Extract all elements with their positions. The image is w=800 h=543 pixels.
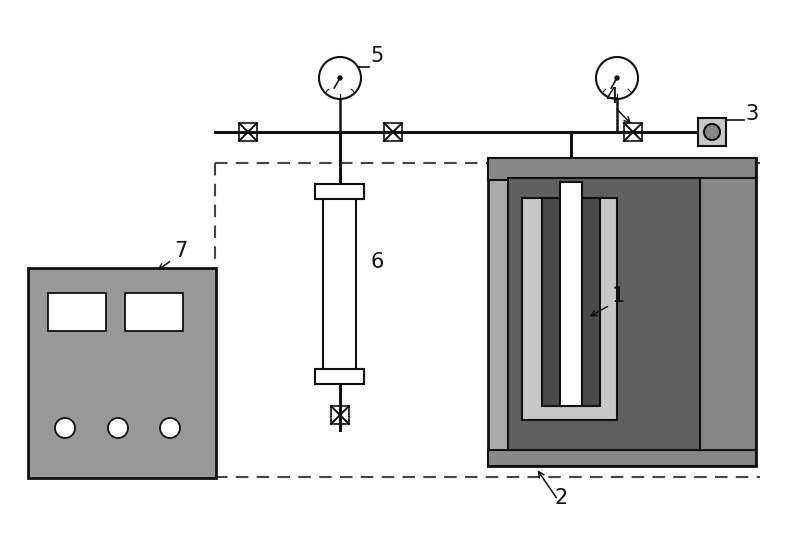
Bar (48, 293, 106, 331)
Text: 5: 5 (370, 46, 383, 66)
Bar (323, 198, 356, 370)
Text: 2: 2 (555, 488, 568, 508)
Circle shape (338, 76, 342, 80)
Bar (560, 182, 582, 406)
Bar (488, 450, 756, 466)
Bar (624, 123, 642, 141)
Circle shape (704, 124, 720, 140)
Text: 1: 1 (612, 286, 626, 306)
Bar (315, 369, 364, 384)
Bar (384, 123, 402, 141)
Text: 3: 3 (745, 104, 758, 124)
Text: 6: 6 (370, 252, 383, 272)
Circle shape (596, 57, 638, 99)
Bar (125, 293, 183, 331)
Bar (542, 198, 600, 406)
Bar (698, 118, 726, 146)
Bar (522, 198, 617, 420)
Bar (331, 406, 349, 424)
Bar (239, 123, 257, 141)
Bar (488, 158, 756, 180)
Bar (700, 178, 756, 450)
Circle shape (55, 418, 75, 438)
Circle shape (160, 418, 180, 438)
Bar (28, 268, 216, 478)
Bar (508, 178, 700, 450)
Bar (315, 184, 364, 199)
Text: 4: 4 (606, 87, 619, 107)
Circle shape (319, 57, 361, 99)
Bar (488, 158, 756, 466)
Circle shape (615, 76, 619, 80)
Circle shape (108, 418, 128, 438)
Text: 7: 7 (174, 241, 187, 261)
